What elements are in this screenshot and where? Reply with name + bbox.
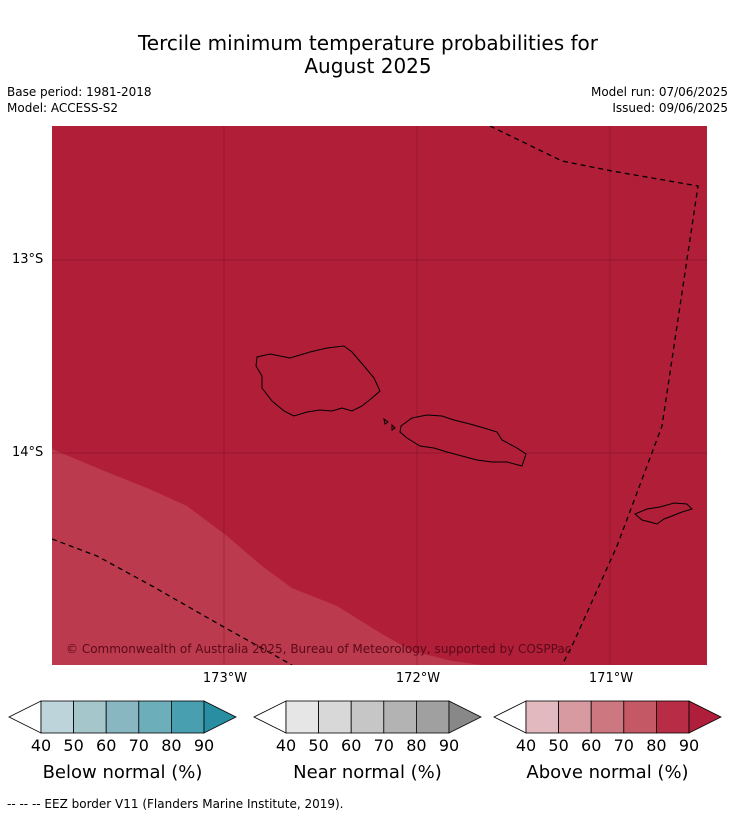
near-normal-segment	[383, 700, 417, 734]
below-normal-segment	[105, 700, 140, 734]
below-normal-tick-label: 50	[63, 736, 84, 755]
title-line-2: August 2025	[304, 54, 432, 78]
above-normal-overflow-triangle	[688, 700, 722, 734]
above-normal-segment	[558, 700, 592, 734]
near-normal-tick-label: 70	[373, 736, 394, 755]
near-normal-underflow-triangle	[253, 700, 287, 734]
tutuila-island	[634, 502, 693, 525]
below-normal-segment	[40, 700, 74, 734]
lon-label-173w: 173°W	[202, 671, 248, 686]
above-normal-segment	[525, 700, 559, 734]
near-normal-tick-label: 90	[438, 736, 460, 755]
near-normal-segment	[285, 700, 319, 734]
title-line-1: Tercile minimum temperature probabilitie…	[137, 31, 599, 55]
below-normal-label: Below normal (%)	[42, 762, 203, 783]
below-normal-segment	[170, 700, 205, 734]
base-period: Base period: 1981-2018	[7, 85, 152, 99]
below-normal-segment	[138, 700, 172, 734]
savaii-island	[255, 345, 381, 417]
map-svg: © Commonwealth of Australia 2025, Bureau…	[52, 126, 707, 665]
above-normal-tick-label: 50	[548, 736, 569, 755]
below-normal-tick-label: 80	[161, 736, 182, 755]
manono-island	[383, 417, 389, 425]
near-normal-segment	[318, 700, 352, 734]
lat-label-13s: 13°S	[12, 252, 44, 267]
near-normal-tick-label: 40	[275, 736, 297, 755]
near-normal-label: Near normal (%)	[293, 762, 442, 783]
graticule	[52, 126, 707, 665]
near-normal-overflow-triangle	[448, 700, 482, 734]
islands	[255, 345, 693, 525]
copyright-text: © Commonwealth of Australia 2025, Bureau…	[66, 642, 571, 656]
above-normal-segment	[623, 700, 657, 734]
lon-label-172w: 172°W	[395, 671, 441, 686]
above-normal-segment	[590, 700, 625, 734]
map-panel[interactable]: © Commonwealth of Australia 2025, Bureau…	[52, 126, 707, 665]
near-normal-segment	[415, 700, 450, 734]
lon-label-171w: 171°W	[588, 671, 634, 686]
eez-border	[52, 126, 699, 665]
apolima-island	[391, 423, 396, 431]
above-normal-colorbar	[493, 700, 722, 734]
above-normal-segment	[655, 700, 690, 734]
model-name: Model: ACCESS-S2	[7, 101, 119, 115]
above-normal-tick-label: 70	[613, 736, 634, 755]
below-normal-underflow-triangle	[8, 700, 42, 734]
issued-date: Issued: 09/06/2025	[612, 101, 728, 115]
near-normal-tick-label: 80	[406, 736, 427, 755]
above-normal-tick-label: 90	[678, 736, 700, 755]
below-normal-tick-label: 40	[30, 736, 52, 755]
near-normal-segment	[350, 700, 385, 734]
meta-right: Model run: 07/06/2025 Issued: 09/06/2025	[591, 84, 728, 116]
below-normal-tick-label: 90	[193, 736, 215, 755]
below-normal-overflow-triangle	[203, 700, 237, 734]
chart-title: Tercile minimum temperature probabilitie…	[0, 32, 736, 78]
near-normal-colorbar	[253, 700, 482, 734]
lat-label-14s: 14°S	[12, 445, 44, 460]
above-normal-tick-label: 80	[646, 736, 667, 755]
meta-left: Base period: 1981-2018 Model: ACCESS-S2	[7, 84, 152, 116]
near-normal-tick-label: 60	[341, 736, 362, 755]
below-normal-segment	[73, 700, 107, 734]
above-normal-underflow-triangle	[493, 700, 527, 734]
eez-border-southwest	[52, 538, 293, 665]
below-normal-colorbar	[8, 700, 237, 734]
eez-footnote: -- -- -- EEZ border V11 (Flanders Marine…	[7, 797, 344, 811]
above-normal-80-region	[52, 449, 482, 665]
below-normal-tick-label: 60	[96, 736, 117, 755]
above-normal-label: Above normal (%)	[526, 762, 689, 783]
above-normal-tick-label: 40	[515, 736, 537, 755]
near-normal-tick-label: 50	[308, 736, 329, 755]
below-normal-tick-label: 70	[128, 736, 149, 755]
above-normal-tick-label: 60	[581, 736, 602, 755]
model-run: Model run: 07/06/2025	[590, 85, 728, 99]
upolu-island	[399, 414, 527, 467]
